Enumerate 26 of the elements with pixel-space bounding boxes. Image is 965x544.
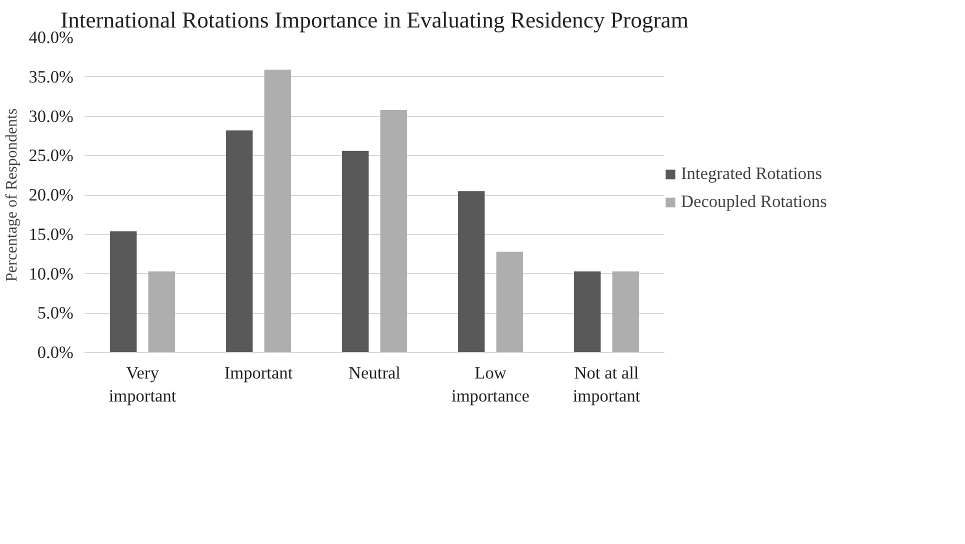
bar bbox=[148, 271, 175, 352]
bar bbox=[226, 130, 253, 352]
legend-label: Decoupled Rotations bbox=[681, 192, 827, 212]
y-tick-label: 5.0% bbox=[37, 304, 74, 323]
y-tick-label: 10.0% bbox=[28, 264, 74, 284]
x-tick-label: Neutral bbox=[348, 364, 401, 382]
y-tick-label: 20.0% bbox=[28, 186, 74, 204]
x-tick-label: Not at all important bbox=[572, 364, 640, 406]
x-tick-label: Low importance bbox=[452, 364, 530, 406]
y-axis-title: Percentage of Respondents bbox=[4, 108, 21, 282]
y-tick-label: 15.0% bbox=[28, 224, 74, 244]
x-tick-label: Important bbox=[224, 364, 293, 382]
legend-label: Integrated Rotations bbox=[681, 164, 822, 184]
x-tick-label: Very important bbox=[108, 364, 176, 406]
y-tick-label: 0.0% bbox=[37, 343, 74, 362]
bar bbox=[380, 110, 407, 352]
bar bbox=[264, 70, 291, 352]
bar bbox=[496, 252, 523, 352]
bar bbox=[458, 191, 485, 352]
bar bbox=[612, 271, 639, 352]
y-tick-label: 25.0% bbox=[28, 146, 74, 166]
bar bbox=[574, 271, 601, 352]
y-tick-label: 35.0% bbox=[28, 67, 74, 86]
y-tick-label: 30.0% bbox=[28, 106, 74, 126]
bar bbox=[342, 150, 369, 352]
bar bbox=[110, 231, 137, 352]
